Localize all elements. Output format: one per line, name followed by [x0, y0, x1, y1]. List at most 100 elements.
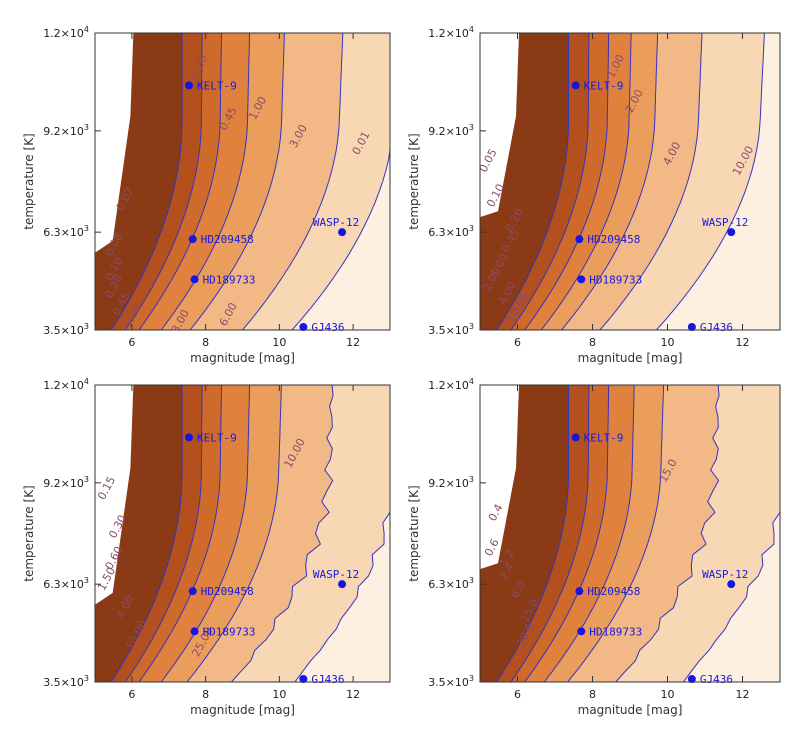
star-marker-kelt-9: [571, 433, 580, 442]
star-marker-gj436: [687, 675, 696, 683]
contour-panel-4: 15.00.40.61.22.46.015.030.0KELT-9WASP-12…: [407, 377, 781, 717]
star-marker-kelt-9: [571, 81, 580, 90]
contour-line-0.10: [138, 33, 223, 330]
star-label: HD209458: [587, 585, 640, 598]
star-label: KELT-9: [584, 79, 624, 92]
star-label: GJ436: [311, 321, 344, 334]
star-label: WASP-12: [313, 568, 359, 581]
star-marker-hd189733: [577, 275, 586, 284]
x-tick-label: 12: [346, 688, 360, 701]
x-tick-label: 6: [128, 336, 135, 349]
star-label: HD189733: [203, 273, 256, 286]
star-marker-wasp-12: [338, 580, 347, 589]
contour-line-30.0: [682, 385, 780, 682]
star-label: HD209458: [201, 233, 254, 246]
star-label: WASP-12: [702, 216, 748, 229]
star-marker-wasp-12: [338, 228, 347, 237]
x-tick-label: 8: [202, 688, 209, 701]
plot-frame: [94, 32, 391, 331]
star-label: KELT-9: [584, 431, 624, 444]
x-tick-label: 10: [661, 336, 675, 349]
contour-line-15.0: [615, 385, 720, 682]
star-marker-kelt-9: [185, 433, 194, 442]
star-label: GJ436: [700, 321, 733, 334]
contour-line-10.00: [231, 385, 334, 682]
star-label: HD209458: [201, 585, 254, 598]
contour-line-0.07: [110, 33, 183, 330]
y-tick-label: 6.3×103: [43, 224, 89, 239]
x-tick-label: 12: [736, 336, 750, 349]
x-axis-label: magnitude [mag]: [578, 351, 683, 365]
x-tick-label: 8: [202, 336, 209, 349]
plot-frame: [479, 32, 781, 331]
contour-panel-2: 1.002.004.00 10.000.050.100.200.451.002.0…: [407, 25, 781, 365]
star-marker-hd189733: [190, 275, 199, 284]
contour-line-0.15: [110, 385, 183, 682]
contour-line-0.45: [189, 33, 285, 330]
x-tick-label: 12: [736, 688, 750, 701]
y-tick-label: 6.3×103: [43, 576, 89, 591]
contour-line-0.10: [510, 33, 590, 330]
star-label: KELT-9: [197, 431, 237, 444]
contour-line-0.08: [124, 33, 203, 330]
star-marker-hd209458: [188, 587, 197, 596]
contour-line-2.00: [599, 33, 703, 330]
star-marker-hd209458: [575, 587, 584, 596]
contour-line-0.20: [524, 33, 610, 330]
star-label: HD189733: [203, 625, 256, 638]
contour-line-0.6: [510, 385, 590, 682]
y-tick-label: 9.2×103: [428, 123, 474, 138]
y-tick-label: 3.5×103: [43, 674, 89, 689]
contour-line-6.0: [567, 385, 665, 682]
star-label: HD189733: [589, 273, 642, 286]
undefined-region: [480, 385, 519, 570]
contour-line-0.30: [124, 385, 203, 682]
plot-frame: [479, 384, 781, 683]
star-marker-gj436: [299, 323, 308, 331]
star-marker-hd209458: [575, 235, 584, 244]
x-tick-label: 10: [272, 336, 286, 349]
contour-line-1.00: [242, 33, 344, 330]
contour-line-25.00: [294, 385, 390, 682]
y-axis-label: temperature [K]: [22, 133, 36, 229]
star-label: WASP-12: [702, 568, 748, 581]
contour-line-0.4: [496, 385, 569, 682]
y-axis-label: temperature [K]: [22, 485, 36, 581]
x-tick-label: 10: [661, 688, 675, 701]
star-label: WASP-12: [313, 216, 359, 229]
contour-line-4.00: [186, 385, 282, 682]
x-axis-label: magnitude [mag]: [190, 351, 295, 365]
contour-panel-1: 0.200.45 1.003.000.070.080.100.200.451.00…: [22, 25, 391, 365]
y-tick-label: 6.3×103: [428, 576, 474, 591]
star-marker-kelt-9: [185, 81, 194, 90]
x-tick-label: 10: [272, 688, 286, 701]
undefined-region: [480, 33, 519, 218]
star-label: GJ436: [700, 673, 733, 686]
y-tick-label: 1.2×104: [43, 25, 89, 40]
x-tick-label: 8: [589, 336, 596, 349]
star-marker-gj436: [687, 323, 696, 331]
y-tick-label: 3.5×103: [43, 322, 89, 337]
contour-line-4.00: [656, 33, 765, 330]
y-tick-label: 1.2×104: [428, 25, 474, 40]
contour-line-1.2: [524, 385, 610, 682]
star-marker-wasp-12: [727, 228, 736, 237]
x-tick-label: 8: [589, 688, 596, 701]
y-tick-label: 3.5×103: [428, 322, 474, 337]
star-label: HD209458: [587, 233, 640, 246]
contour-line-0.45: [540, 33, 632, 330]
y-tick-label: 3.5×103: [428, 674, 474, 689]
x-tick-label: 6: [514, 688, 521, 701]
y-tick-label: 9.2×103: [428, 475, 474, 490]
undefined-region: [95, 33, 134, 253]
y-tick-label: 6.3×103: [428, 224, 474, 239]
contour-line-1.00: [561, 33, 659, 330]
x-axis-label: magnitude [mag]: [578, 703, 683, 717]
star-marker-wasp-12: [727, 580, 736, 589]
x-tick-label: 6: [128, 688, 135, 701]
star-marker-hd189733: [577, 627, 586, 636]
x-tick-label: 12: [346, 336, 360, 349]
star-label: HD189733: [589, 625, 642, 638]
